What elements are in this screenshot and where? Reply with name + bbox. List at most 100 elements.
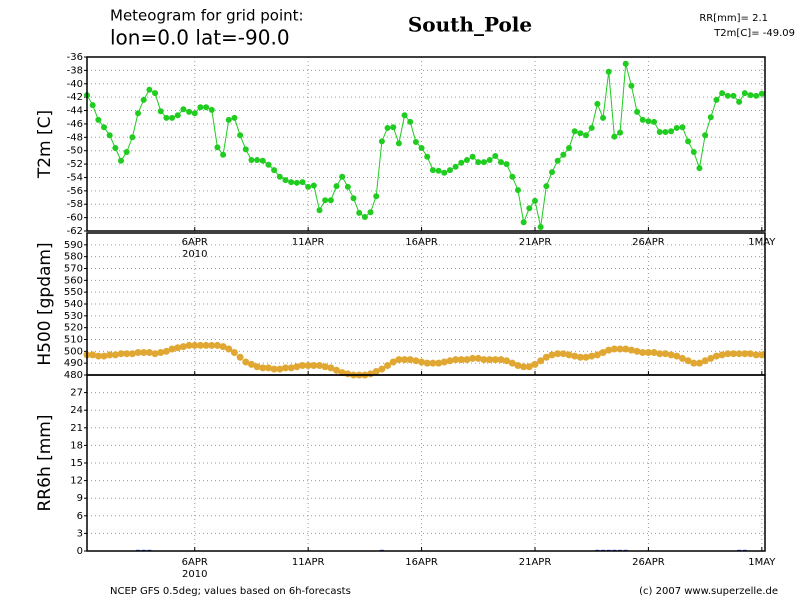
data-point: [208, 106, 215, 113]
y-tick-label: -62: [67, 226, 83, 237]
data-point: [174, 344, 182, 352]
rr-summary: RR[mm]= 2.1: [699, 13, 768, 24]
data-point: [702, 132, 709, 139]
data-point: [270, 365, 278, 373]
data-point: [582, 353, 590, 361]
data-point: [611, 133, 618, 140]
data-point: [163, 114, 170, 121]
data-point: [123, 350, 131, 358]
data-point: [191, 341, 199, 349]
data-point: [667, 351, 675, 359]
data-point: [287, 364, 295, 372]
data-point: [486, 356, 494, 364]
data-point: [600, 114, 607, 121]
data-point: [378, 365, 386, 373]
data-point: [571, 128, 578, 135]
data-point: [276, 365, 284, 373]
data-point: [446, 167, 453, 174]
data-point: [384, 362, 392, 370]
x-tick-label: 16APR: [405, 237, 438, 248]
y-tick-label: -36: [67, 52, 83, 63]
data-point: [531, 360, 539, 368]
x-tick-label: 1MAY: [748, 557, 776, 568]
y-tick-label: -56: [67, 186, 83, 197]
data-point: [508, 359, 516, 367]
data-point: [298, 362, 306, 370]
data-point: [707, 114, 714, 121]
y-tick-label: -52: [67, 159, 83, 170]
data-point: [213, 341, 221, 349]
data-point: [276, 173, 283, 180]
data-point: [679, 124, 686, 131]
data-point: [627, 346, 635, 354]
data-point: [304, 362, 312, 370]
data-point: [429, 167, 436, 174]
data-point: [123, 149, 130, 156]
data-point: [685, 138, 692, 145]
data-point: [401, 112, 408, 119]
data-point: [310, 182, 317, 189]
data-point: [271, 167, 278, 174]
data-point: [327, 197, 334, 204]
data-point: [684, 357, 692, 365]
data-point: [576, 353, 584, 361]
x-tick-label: 1MAY: [748, 237, 776, 248]
data-point: [695, 359, 703, 367]
data-point: [282, 177, 289, 184]
data-point: [106, 132, 113, 139]
data-point: [560, 151, 567, 158]
data-point: [509, 173, 516, 180]
data-point: [588, 352, 596, 360]
data-point: [333, 183, 340, 190]
data-point: [458, 159, 465, 166]
data-point: [174, 112, 181, 119]
data-point: [610, 345, 618, 353]
data-point: [729, 350, 737, 358]
data-point: [514, 362, 522, 370]
y-tick-label: 560: [64, 275, 83, 286]
data-point: [644, 349, 652, 357]
data-point: [339, 173, 346, 180]
data-point: [94, 352, 102, 360]
data-point: [435, 167, 442, 174]
data-point: [634, 108, 641, 115]
data-point: [622, 60, 629, 67]
x-sublabel: 2010: [182, 249, 207, 260]
data-point: [566, 145, 573, 152]
y-tick-label: 6: [77, 511, 83, 522]
data-point: [186, 108, 193, 115]
data-point: [157, 349, 165, 357]
y-axis-label: T2m [C]: [35, 110, 55, 179]
y-tick-label: -38: [67, 65, 83, 76]
data-point: [758, 90, 765, 97]
data-point: [361, 213, 368, 220]
data-point: [480, 356, 488, 364]
data-point: [639, 349, 647, 357]
data-point: [196, 341, 204, 349]
data-point: [208, 341, 216, 349]
data-point: [690, 359, 698, 367]
data-point: [554, 350, 562, 358]
x-tick-label: 21APR: [519, 237, 552, 248]
data-point: [736, 98, 743, 105]
data-point: [651, 118, 658, 125]
y-tick-label: -60: [67, 213, 83, 224]
data-point: [571, 352, 579, 360]
data-point: [185, 341, 193, 349]
data-point: [616, 345, 624, 353]
x-tick-label: 26APR: [632, 237, 665, 248]
data-point: [668, 128, 675, 135]
data-point: [128, 350, 136, 358]
data-point: [463, 356, 471, 364]
data-point: [724, 92, 731, 99]
y-axis-label: H500 [gpdam]: [35, 242, 55, 365]
data-point: [656, 128, 663, 135]
data-point: [701, 357, 709, 365]
data-point: [254, 157, 261, 164]
data-point: [242, 358, 250, 366]
data-point: [446, 357, 454, 365]
data-point: [543, 183, 550, 190]
data-point: [633, 347, 641, 355]
y-tick-label: -40: [67, 79, 83, 90]
